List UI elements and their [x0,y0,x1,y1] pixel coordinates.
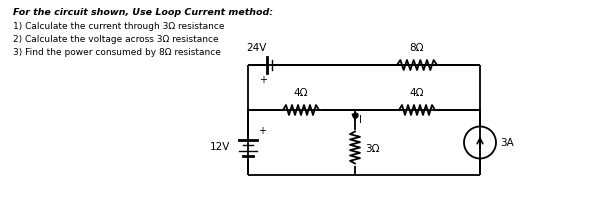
Text: +: + [259,75,267,85]
Text: 3) Find the power consumed by 8Ω resistance: 3) Find the power consumed by 8Ω resista… [13,48,221,57]
Text: 8Ω: 8Ω [410,43,424,53]
Text: 1) Calculate the current through 3Ω resistance: 1) Calculate the current through 3Ω resi… [13,22,225,31]
Text: 2) Calculate the voltage across 3Ω resistance: 2) Calculate the voltage across 3Ω resis… [13,35,219,44]
Text: 3Ω: 3Ω [365,144,379,155]
Text: 4Ω: 4Ω [294,88,309,98]
Text: 4Ω: 4Ω [410,88,424,98]
Text: 24V: 24V [246,43,266,53]
Text: 12V: 12V [210,142,230,153]
Text: For the circuit shown, Use Loop Current method:: For the circuit shown, Use Loop Current … [13,8,273,17]
Text: 3A: 3A [500,138,514,147]
Text: +: + [258,126,266,137]
Text: I: I [359,115,362,125]
